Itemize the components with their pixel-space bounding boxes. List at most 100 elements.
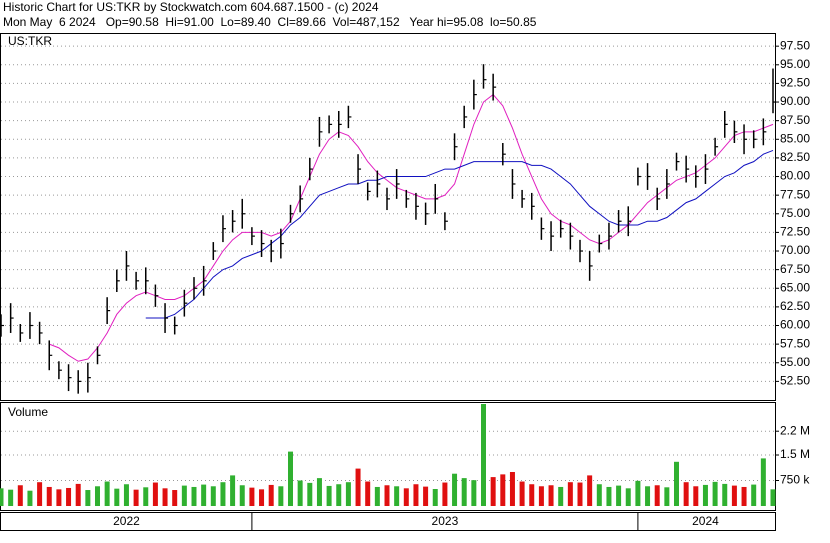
volume-bar	[104, 481, 110, 506]
volume-bar	[326, 485, 332, 506]
volume-bar	[683, 482, 689, 506]
volume-bar	[452, 473, 458, 506]
volume-bar	[345, 482, 351, 506]
y-tick-label: 67.50	[780, 262, 810, 276]
volume-bar	[731, 485, 737, 506]
volume-bar	[152, 482, 158, 506]
volume-bar	[95, 486, 100, 506]
volume-bar	[8, 489, 14, 506]
volume-bar	[674, 461, 679, 506]
volume-bar	[509, 472, 515, 506]
y-tick-label: 55.00	[780, 355, 810, 369]
volume-bar	[75, 483, 81, 506]
volume-bar	[635, 480, 641, 506]
price-panel	[0, 33, 776, 401]
y-tick-label: 57.50	[780, 336, 810, 350]
volume-bar	[461, 478, 467, 506]
volume-bar	[741, 486, 747, 506]
y-tick-label: 95.00	[780, 57, 810, 71]
volume-bar	[191, 486, 197, 506]
y-tick-label: 65.00	[780, 280, 810, 294]
volume-bar	[201, 484, 207, 506]
volume-bar	[596, 484, 602, 506]
volume-bar	[355, 468, 361, 506]
volume-bar	[123, 484, 129, 506]
volume-bar	[760, 458, 766, 506]
volume-bar	[56, 489, 62, 506]
chart-subtitle: Mon May 6 2024 Op=90.58 Hi=91.00 Lo=89.4…	[3, 15, 537, 29]
volume-bar	[423, 486, 429, 506]
chart-title: Historic Chart for US:TKR by Stockwatch.…	[3, 0, 379, 14]
volume-bar	[625, 488, 631, 506]
y-tick-label: 62.50	[780, 299, 810, 313]
volume-bar	[114, 488, 120, 506]
year-label: 2024	[692, 514, 719, 528]
symbol-label: US:TKR	[8, 34, 52, 48]
volume-bar	[249, 487, 255, 506]
year-label: 2022	[113, 514, 140, 528]
volume-bar	[0, 488, 4, 506]
y-tick-label: 87.50	[780, 113, 810, 127]
volume-bar	[567, 482, 573, 506]
volume-bar	[162, 488, 168, 506]
volume-bar	[519, 481, 525, 506]
volume-bar	[548, 485, 554, 506]
y-tick-label: 60.00	[780, 318, 810, 332]
volume-bar	[37, 482, 43, 506]
volume-bar	[85, 490, 91, 506]
volume-bar	[46, 486, 52, 506]
volume-bar	[220, 482, 226, 506]
volume-bar	[210, 486, 216, 506]
y-tick-label: 92.50	[780, 76, 810, 90]
volume-bar	[770, 489, 776, 506]
volume-bar	[587, 475, 593, 506]
volume-panel	[0, 402, 776, 511]
y-tick-label: 70.00	[780, 243, 810, 257]
volume-bar	[481, 404, 486, 506]
volume-bar	[654, 485, 660, 506]
volume-bar	[471, 480, 477, 506]
volume-bar	[365, 481, 371, 506]
year-label: 2023	[432, 514, 459, 528]
volume-bar	[577, 482, 583, 506]
volume-bar	[394, 486, 400, 506]
volume-bar	[442, 482, 448, 506]
y-tick-label: 72.50	[780, 225, 810, 239]
volume-bar	[268, 484, 274, 506]
volume-bar	[27, 490, 33, 506]
volume-bar	[336, 484, 342, 506]
y-tick-label: 80.00	[780, 169, 810, 183]
volume-bar	[500, 474, 506, 506]
volume-bar	[307, 482, 313, 506]
volume-bar	[316, 478, 322, 506]
year-strip	[0, 512, 776, 531]
moving-average	[145, 149, 774, 319]
y-tick-label: 82.50	[780, 150, 810, 164]
volume-bar	[432, 489, 438, 506]
volume-bar	[66, 487, 72, 506]
volume-bar	[17, 485, 23, 506]
volume-bar	[384, 485, 390, 506]
moving-average	[49, 93, 774, 362]
y-tick-label: 77.50	[780, 187, 810, 201]
volume-title: Volume	[8, 405, 48, 419]
volume-bar	[702, 484, 708, 506]
volume-bar	[664, 487, 670, 506]
volume-bar	[490, 477, 496, 506]
volume-bar	[172, 490, 178, 506]
y-tick-label: 75.00	[780, 206, 810, 220]
volume-bar	[278, 486, 284, 506]
volume-bar	[133, 489, 139, 506]
y-tick-label: 85.00	[780, 131, 810, 145]
volume-tick-label: 750 k	[780, 473, 810, 487]
volume-bar	[606, 486, 612, 506]
volume-bar	[413, 484, 419, 506]
volume-bar	[722, 483, 728, 506]
y-tick-label: 52.50	[780, 374, 810, 388]
volume-bar	[529, 484, 535, 506]
volume-bar	[297, 480, 303, 506]
volume-bar	[143, 487, 149, 506]
